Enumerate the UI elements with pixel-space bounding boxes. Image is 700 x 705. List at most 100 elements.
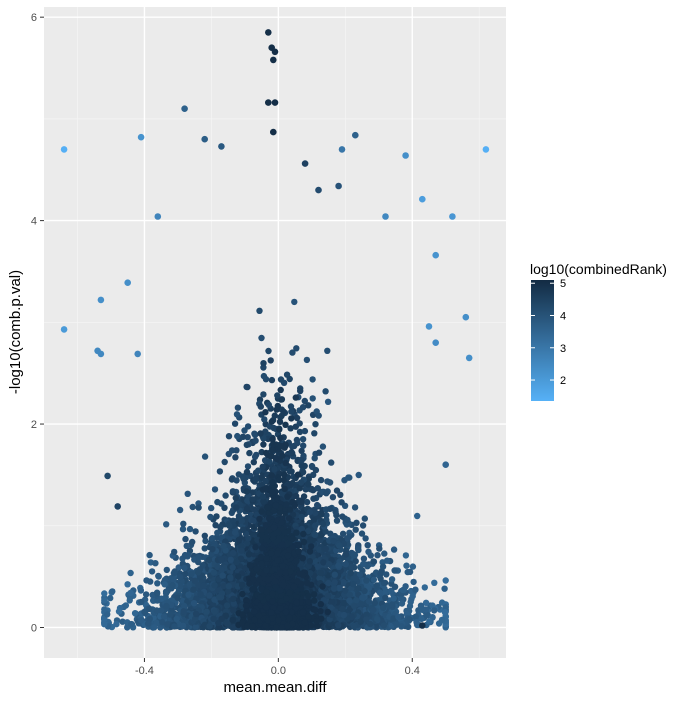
data-point <box>287 376 293 382</box>
data-point <box>187 526 193 532</box>
data-point <box>355 545 361 551</box>
data-point <box>288 468 294 474</box>
data-point <box>195 504 201 510</box>
data-point <box>353 527 359 533</box>
data-point <box>243 488 249 494</box>
data-point <box>274 392 280 398</box>
data-point <box>318 511 324 517</box>
data-point <box>261 373 267 379</box>
data-point <box>213 513 219 519</box>
data-point <box>315 485 321 491</box>
data-point <box>171 549 177 555</box>
data-point <box>374 552 380 558</box>
data-point <box>127 597 133 603</box>
data-point <box>304 499 310 505</box>
data-point <box>182 536 188 542</box>
data-point <box>214 530 220 536</box>
data-point <box>414 513 420 519</box>
data-point <box>266 402 272 408</box>
data-point <box>312 455 318 461</box>
data-point <box>365 542 371 548</box>
data-point <box>208 505 214 511</box>
data-point <box>302 428 308 434</box>
data-point <box>309 376 315 382</box>
data-point <box>222 492 228 498</box>
data-point <box>288 403 294 409</box>
data-point <box>403 563 409 569</box>
data-point <box>311 430 317 436</box>
data-point <box>360 522 366 528</box>
data-point <box>365 549 371 555</box>
data-point <box>380 563 386 569</box>
data-point <box>258 335 264 341</box>
data-point <box>192 528 198 534</box>
data-point <box>278 376 284 382</box>
data-point <box>240 476 246 482</box>
data-point <box>327 506 333 512</box>
data-point <box>232 454 238 460</box>
data-point <box>190 504 196 510</box>
data-point <box>222 459 228 465</box>
data-point <box>361 556 367 562</box>
data-point <box>298 457 304 463</box>
data-point <box>294 415 300 421</box>
data-point <box>346 474 352 480</box>
data-point <box>206 557 212 563</box>
data-point <box>356 472 362 478</box>
data-point <box>410 593 416 599</box>
data-point <box>143 591 149 597</box>
data-point <box>332 509 338 515</box>
data-point <box>381 550 387 556</box>
data-point <box>422 584 428 590</box>
data-point <box>441 586 447 592</box>
data-point <box>170 577 176 583</box>
data-point <box>232 421 238 427</box>
data-point <box>207 514 213 520</box>
data-point <box>146 552 152 558</box>
data-point <box>362 535 368 541</box>
data-point <box>322 388 328 394</box>
data-point <box>109 588 115 594</box>
data-point <box>403 552 409 558</box>
data-point <box>252 432 258 438</box>
data-point <box>377 575 383 581</box>
data-point <box>313 467 319 473</box>
data-point <box>265 348 271 354</box>
data-point <box>244 442 250 448</box>
data-point <box>278 413 284 419</box>
data-point <box>277 419 283 425</box>
data-point <box>410 579 416 585</box>
data-point <box>330 494 336 500</box>
data-point <box>407 569 413 575</box>
data-point <box>360 561 366 567</box>
data-point <box>107 595 113 601</box>
data-point <box>128 590 134 596</box>
data-point <box>180 521 186 527</box>
data-point <box>116 608 122 614</box>
data-point <box>305 402 311 408</box>
data-point <box>328 459 334 465</box>
data-point <box>245 463 251 469</box>
data-point <box>185 491 191 497</box>
data-point <box>443 577 449 583</box>
data-point <box>291 299 297 305</box>
data-point <box>325 399 331 405</box>
data-point <box>235 405 241 411</box>
data-point <box>338 499 344 505</box>
data-point <box>156 573 162 579</box>
data-point <box>132 610 138 616</box>
data-point <box>149 568 155 574</box>
data-point <box>211 569 217 575</box>
data-point <box>253 452 259 458</box>
data-point <box>138 587 144 593</box>
data-point <box>374 582 380 588</box>
data-point <box>147 578 153 584</box>
data-point <box>269 377 275 383</box>
data-point <box>269 472 275 478</box>
data-point <box>271 466 277 472</box>
data-point <box>399 600 405 606</box>
data-point <box>334 518 340 524</box>
data-point <box>154 580 160 586</box>
data-point <box>217 468 223 474</box>
